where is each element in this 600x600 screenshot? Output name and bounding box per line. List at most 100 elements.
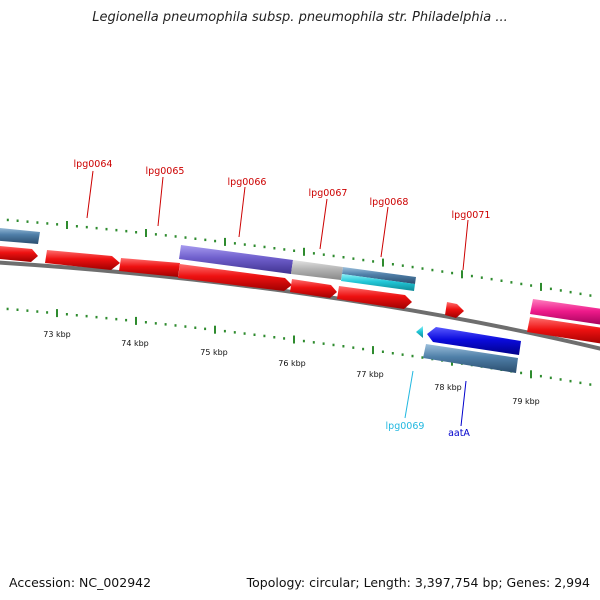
- leader-lpg0067: [319, 198, 328, 250]
- gene-labels: lpg0064 lpg0065 lpg0066 lpg0067 lpg0068 …: [74, 159, 491, 439]
- upper-minor-tick: [105, 227, 108, 231]
- gene-label-lpg0069[interactable]: lpg0069: [386, 421, 425, 432]
- lower-minor-tick: [342, 345, 345, 348]
- upper-minor-tick: [520, 282, 523, 286]
- upper-minor-tick: [579, 292, 582, 296]
- gene-feature-lpg0064[interactable]: [0, 245, 38, 262]
- lower-minor-tick: [164, 323, 167, 326]
- upper-tick-row: [6, 218, 592, 297]
- upper-minor-tick: [490, 277, 493, 281]
- upper-minor-tick: [470, 274, 473, 278]
- upper-minor-tick: [352, 257, 355, 260]
- leader-lpg0065: [157, 176, 164, 227]
- upper-minor-tick: [184, 236, 187, 239]
- gene-label-lpg0064[interactable]: lpg0064: [74, 159, 113, 170]
- gene-label-leaders: [86, 170, 469, 427]
- gene-feature-lpg0066b[interactable]: [178, 264, 292, 291]
- upper-minor-tick: [243, 243, 246, 246]
- upper-minor-tick: [451, 271, 454, 275]
- upper-minor-tick: [589, 294, 592, 297]
- gene-feature-steel-upper[interactable]: [342, 267, 416, 284]
- gene-label-lpg0071[interactable]: lpg0071: [452, 210, 491, 221]
- lower-minor-tick: [125, 318, 128, 322]
- lower-major-tick: [56, 309, 58, 318]
- lower-minor-tick: [569, 379, 572, 383]
- gene-label-lpg0068[interactable]: lpg0068: [370, 197, 409, 208]
- gene-label-lpg0066[interactable]: lpg0066: [228, 177, 267, 188]
- upper-major-tick: [461, 270, 463, 279]
- lower-minor-tick: [243, 332, 246, 335]
- lower-minor-tick: [332, 343, 335, 347]
- upper-minor-tick: [569, 290, 572, 294]
- upper-minor-tick: [164, 234, 167, 237]
- gene-feature-steel-lower[interactable]: [423, 344, 518, 373]
- lower-minor-tick: [36, 310, 39, 313]
- gene-label-aata[interactable]: aatA: [448, 428, 470, 439]
- upper-minor-tick: [322, 253, 325, 256]
- lower-minor-tick: [6, 307, 9, 311]
- lower-minor-tick: [362, 347, 365, 351]
- gene-feature-left-steel[interactable]: [0, 227, 40, 244]
- lower-minor-tick: [16, 308, 19, 311]
- lower-minor-tick: [184, 325, 187, 328]
- upper-minor-tick: [293, 249, 296, 252]
- lower-minor-tick: [520, 371, 523, 375]
- gene-label-lpg0065[interactable]: lpg0065: [146, 166, 185, 177]
- gene-feature-lpg0069[interactable]: [416, 326, 423, 338]
- lower-minor-tick: [174, 324, 177, 327]
- upper-minor-tick: [95, 226, 98, 230]
- gene-feature-lpg0067[interactable]: [290, 279, 337, 298]
- lower-minor-tick: [105, 316, 108, 320]
- upper-minor-tick: [549, 287, 552, 291]
- lower-minor-tick: [95, 315, 98, 319]
- upper-minor-tick: [530, 284, 533, 287]
- upper-minor-tick: [36, 221, 39, 224]
- scale-label-79kbp: 79 kbp: [512, 397, 540, 406]
- upper-minor-tick: [204, 238, 207, 242]
- upper-minor-tick: [401, 264, 404, 267]
- lower-minor-tick: [559, 378, 562, 381]
- gene-feature-right-red[interactable]: [527, 317, 600, 345]
- gene-feature-purple[interactable]: [179, 245, 293, 274]
- genome-title: Legionella pneumophila subsp. pneumophil…: [92, 10, 508, 25]
- gene-feature-lpg0066[interactable]: [119, 258, 180, 277]
- gene-feature-magenta[interactable]: [530, 299, 600, 326]
- lower-minor-tick: [75, 314, 78, 317]
- leader-lpg0066: [238, 186, 246, 238]
- genome-backbone: [0, 260, 600, 351]
- upper-minor-tick: [263, 245, 266, 249]
- lower-minor-tick: [411, 354, 414, 358]
- gene-feature-gray[interactable]: [291, 260, 343, 280]
- gene-feature-lpg0065[interactable]: [45, 250, 120, 270]
- upper-minor-tick: [253, 244, 256, 247]
- scale-label-77kbp: 77 kbp: [356, 370, 384, 379]
- upper-minor-tick: [559, 289, 562, 292]
- leader-lpg0069: [404, 370, 414, 419]
- gene-feature-lpg0068[interactable]: [337, 286, 412, 309]
- lower-minor-tick: [194, 326, 197, 329]
- upper-minor-tick: [332, 254, 335, 258]
- leader-lpg0068: [380, 206, 389, 258]
- upper-minor-tick: [85, 225, 88, 229]
- upper-minor-tick: [411, 265, 414, 269]
- upper-minor-tick: [391, 263, 394, 266]
- lower-minor-tick: [204, 327, 207, 331]
- gene-feature-lpg0071[interactable]: [445, 302, 464, 318]
- lower-minor-tick: [401, 353, 404, 356]
- gene-feature-aata[interactable]: [427, 327, 521, 355]
- lower-minor-tick: [233, 331, 236, 334]
- scale-label-74kbp: 74 kbp: [121, 339, 149, 348]
- gene-feature-cyan-upper[interactable]: [341, 274, 415, 291]
- upper-minor-tick: [342, 256, 345, 259]
- upper-major-tick: [224, 237, 226, 246]
- leader-lpg0064: [86, 170, 94, 219]
- lower-minor-tick: [539, 374, 542, 378]
- gene-label-lpg0067[interactable]: lpg0067: [309, 188, 348, 199]
- upper-minor-tick: [480, 276, 483, 279]
- leader-aata: [460, 380, 467, 427]
- scale-label-73kbp: 73 kbp: [43, 330, 71, 339]
- leader-lpg0071: [462, 219, 469, 271]
- lower-minor-tick: [223, 329, 226, 333]
- lower-minor-tick: [65, 313, 68, 316]
